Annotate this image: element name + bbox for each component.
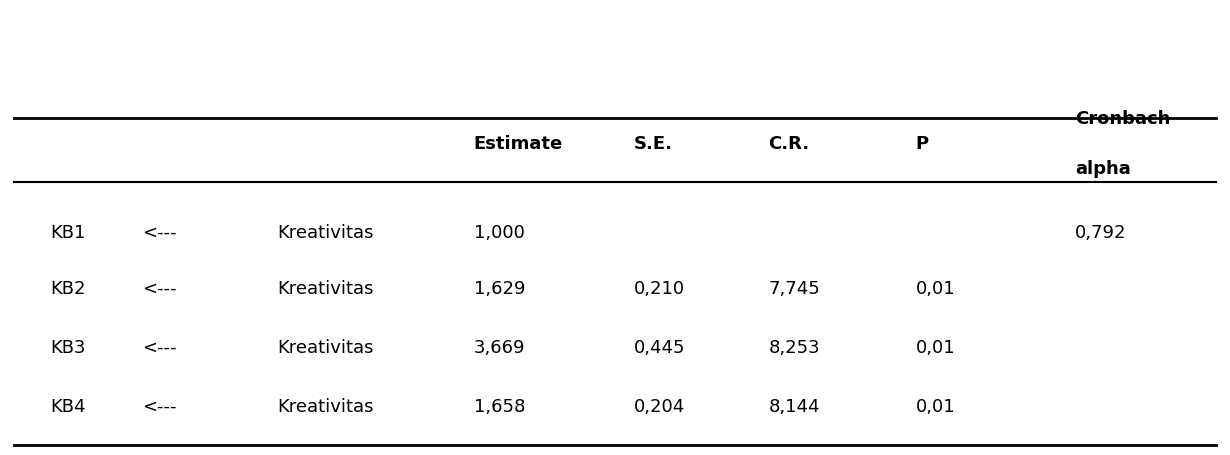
Text: 0,445: 0,445 [633,339,685,356]
Text: Cronbach: Cronbach [1075,110,1171,128]
Text: 7,745: 7,745 [769,279,820,298]
Text: 8,253: 8,253 [769,339,820,356]
Text: 8,144: 8,144 [769,397,820,415]
Text: alpha: alpha [1075,160,1130,178]
Text: <---: <--- [143,339,177,356]
Text: S.E.: S.E. [633,135,673,153]
Text: 3,669: 3,669 [474,339,525,356]
Text: Kreativitas: Kreativitas [278,223,374,241]
Text: 0,210: 0,210 [633,279,685,298]
Text: Estimate: Estimate [474,135,563,153]
Text: <---: <--- [143,397,177,415]
Text: P: P [915,135,929,153]
Text: 0,01: 0,01 [915,397,956,415]
Text: 1,658: 1,658 [474,397,525,415]
Text: <---: <--- [143,279,177,298]
Text: 1,000: 1,000 [474,223,525,241]
Text: Kreativitas: Kreativitas [278,279,374,298]
Text: KB4: KB4 [50,397,86,415]
Text: KB2: KB2 [50,279,86,298]
Text: KB3: KB3 [50,339,86,356]
Text: 0,01: 0,01 [915,279,956,298]
Text: 0,204: 0,204 [633,397,685,415]
Text: Kreativitas: Kreativitas [278,339,374,356]
Text: Kreativitas: Kreativitas [278,397,374,415]
Text: 0,01: 0,01 [915,339,956,356]
Text: <---: <--- [143,223,177,241]
Text: C.R.: C.R. [769,135,809,153]
Text: 1,629: 1,629 [474,279,525,298]
Text: KB1: KB1 [50,223,86,241]
Text: 0,792: 0,792 [1075,223,1127,241]
